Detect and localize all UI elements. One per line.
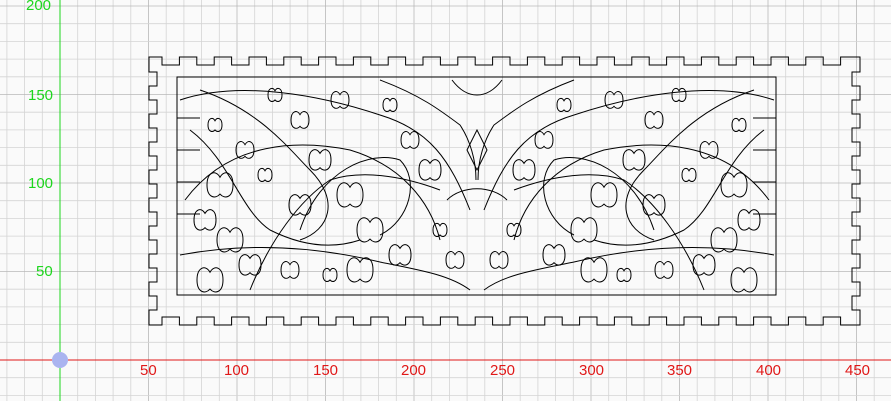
leaf-shape [590, 182, 618, 208]
leaf-shape [206, 172, 234, 198]
x-axis-label: 350 [667, 362, 692, 379]
leaf-shape [308, 149, 332, 171]
leaf-shape [238, 254, 262, 276]
leaf-shape [290, 111, 310, 129]
leaf-shape [388, 244, 412, 266]
leaf-shape [489, 251, 509, 269]
leaf-shape [445, 251, 465, 269]
leaf-shape [681, 167, 697, 182]
y-axis-label: 150 [28, 87, 53, 104]
leaf-shape [710, 227, 738, 253]
leaf-shape [207, 117, 223, 132]
leaf-shape [604, 91, 624, 109]
leaf-shape [622, 149, 646, 171]
leaf-shape [570, 217, 598, 243]
leaf-shape [346, 257, 374, 283]
leaf-shape [616, 267, 632, 282]
leaf-shape [720, 172, 748, 198]
leaf-shape [267, 87, 283, 102]
y-axis-label: 100 [28, 175, 53, 192]
vine-stem [179, 90, 471, 211]
leaf-shape [235, 141, 255, 159]
leaf-shape [642, 194, 666, 216]
x-axis-label: 200 [401, 362, 426, 379]
y-axis-labels: 200 150 100 50 [26, 0, 53, 280]
leaf-shape [432, 222, 448, 237]
center-arch [446, 188, 508, 201]
vine-stem [543, 157, 655, 236]
pattern-frame[interactable] [176, 76, 777, 296]
origin-marker[interactable] [52, 352, 68, 368]
leaf-shape [336, 182, 364, 208]
center-arch [451, 79, 503, 96]
y-axis-label: 200 [26, 0, 51, 14]
vine-stem [189, 129, 361, 246]
vine-stem [513, 144, 770, 241]
x-axis-label: 50 [140, 362, 157, 379]
leaf-shape [193, 209, 217, 231]
leaf-shape [257, 167, 273, 182]
vine-stem [593, 129, 765, 246]
leaf-shape [542, 244, 566, 266]
vine-stem [483, 246, 775, 291]
vine-stem [513, 174, 705, 291]
leaf-shape [288, 194, 312, 216]
x-axis-labels: 50 100 150 200 250 300 350 400 450 [140, 362, 870, 379]
leaf-shape [654, 261, 674, 279]
x-axis-label: 400 [756, 362, 781, 379]
leaf-shape [737, 209, 761, 231]
leaf-shape [418, 159, 442, 181]
vine-stem [199, 89, 329, 241]
x-axis-label: 300 [579, 362, 604, 379]
leaf-shape [580, 257, 608, 283]
x-axis-label: 250 [490, 362, 515, 379]
leaf-shape [330, 91, 350, 109]
leaf-shape [382, 97, 398, 112]
leaf-shape [534, 131, 554, 149]
box-panel-drawing[interactable] [148, 56, 861, 326]
leaf-shape [730, 267, 758, 293]
leaf-shape [692, 254, 716, 276]
vine-stem [179, 246, 471, 291]
ornamental-vine-pattern[interactable] [177, 79, 776, 293]
vine-stem [477, 79, 575, 181]
leaf-shape [731, 117, 747, 132]
leaf-shape [216, 227, 244, 253]
leaf-shape [280, 261, 300, 279]
leaf-shape [699, 141, 719, 159]
vine-stem [625, 89, 755, 241]
finger-joint-outline[interactable] [148, 56, 861, 326]
leaf-shape [506, 222, 522, 237]
vine-stem [299, 157, 411, 236]
leaf-shape [196, 267, 224, 293]
vine-stem [379, 79, 477, 181]
center-diamond [466, 128, 488, 172]
leaf-shape [400, 131, 420, 149]
x-axis-label: 100 [224, 362, 249, 379]
leaf-shape [556, 97, 572, 112]
vine-stem [483, 90, 775, 211]
x-axis-label: 150 [313, 362, 338, 379]
leaf-shape [356, 217, 384, 243]
leaf-shape [512, 159, 536, 181]
y-axis-label: 50 [36, 263, 53, 280]
leaf-shape [322, 267, 338, 282]
vine-stem [249, 174, 441, 291]
vine-stem [184, 144, 441, 241]
x-axis-label: 450 [845, 362, 870, 379]
leaf-shape [644, 111, 664, 129]
leaf-shape [671, 87, 687, 102]
